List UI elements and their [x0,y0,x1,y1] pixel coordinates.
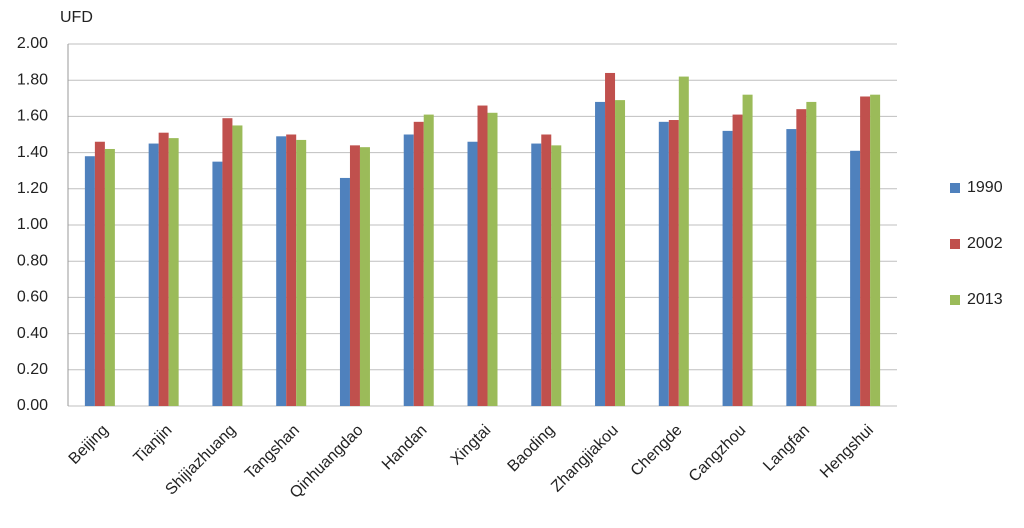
y-tick-label: 0.40 [17,325,48,342]
bar [605,72,616,407]
bar [359,147,370,407]
x-tick-label: Zhangjiakou [548,422,622,496]
bar [84,156,95,406]
bar [349,145,360,407]
bar [403,134,414,406]
legend-swatch [950,239,960,249]
y-tick-label: 1.60 [17,108,48,125]
bar [339,177,350,406]
y-tick-label: 1.20 [17,180,48,197]
x-tick-label: Tangshan [242,422,303,483]
bar [658,121,669,406]
legend-swatch [950,183,960,193]
y-tick-label: 0.00 [17,397,48,414]
bar [551,145,562,407]
y-tick-label: 1.00 [17,216,48,233]
bar [222,118,233,407]
bar [212,161,223,406]
y-tick-label: 1.40 [17,144,48,161]
bar [158,132,169,406]
bar [668,120,679,407]
y-tick-label: 1.80 [17,71,48,88]
bar [786,129,797,406]
x-tick-label: Baoding [505,422,559,476]
y-tick-label: 0.60 [17,289,48,306]
bar [168,138,179,406]
bar [413,121,424,406]
bar [806,101,817,407]
bar [148,143,159,407]
bar [615,100,626,407]
bar [595,101,606,407]
bar [423,114,434,406]
bar [870,94,881,407]
bar [678,76,689,406]
x-tick-label: Tianjin [131,422,176,467]
bar [796,109,807,406]
bar [232,125,243,406]
bar [286,134,297,406]
y-tick-label: 0.20 [17,361,48,378]
legend-label: 2002 [967,235,1003,252]
y-axis-label: UFD [60,9,93,26]
bar [104,148,115,407]
x-tick-label: Cangzhou [686,422,750,486]
legend-label: 1990 [967,179,1003,196]
bar [477,105,488,406]
x-tick-label: Langfan [760,422,813,475]
bar [541,134,552,406]
bar [531,143,542,407]
bar [94,141,105,407]
bar [850,150,861,406]
bar [860,96,871,407]
x-tick-label: Hengshui [817,422,877,482]
bar [722,130,733,406]
legend-swatch [950,295,960,305]
y-tick-label: 2.00 [17,35,48,52]
x-tick-label: Xingtai [448,422,495,469]
bar [467,141,478,407]
bar [296,139,307,406]
y-tick-label: 0.80 [17,252,48,269]
bar [276,136,287,406]
legend-label: 2013 [967,291,1003,308]
x-tick-label: Beijing [66,422,112,468]
bar [487,112,498,406]
bar [742,94,753,407]
bar [732,114,743,406]
x-tick-label: Chengde [628,422,686,480]
x-tick-label: Handan [379,422,431,474]
